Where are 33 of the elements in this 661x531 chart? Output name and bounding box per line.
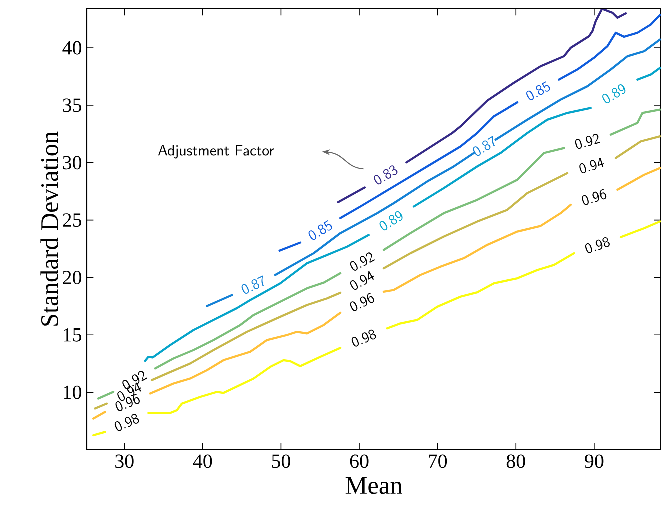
y-tick-label: 20 [63, 270, 82, 284]
text: 0.87 [473, 136, 496, 156]
text: 0.89 [380, 211, 403, 231]
text: 0.98 [114, 414, 140, 432]
x-tick-label: 30 [116, 454, 134, 468]
text: 0.98 [585, 237, 610, 254]
text: 0.92 [575, 134, 600, 150]
text: 0.96 [350, 293, 374, 312]
y-tick-label: 10 [64, 386, 82, 400]
y-tick-label: 15 [64, 328, 82, 342]
x-tick-label: 60 [350, 454, 369, 468]
text: 0.85 [526, 81, 550, 100]
y-tick-label: 30 [63, 156, 82, 170]
x-tick-label: 70 [429, 454, 448, 468]
x-tick-label: 80 [506, 454, 526, 468]
y-axis-title: Standard Deviation [40, 132, 58, 326]
y-tick-label: 35 [63, 98, 82, 112]
text: 0.83 [374, 166, 398, 185]
y-tick-label: 40 [62, 41, 82, 55]
y-tick-label: 25 [63, 214, 82, 228]
x-tick-label: 90 [585, 454, 604, 468]
text: 0.94 [580, 158, 604, 174]
text: 0.96 [582, 189, 607, 206]
x-axis-title: Mean [346, 477, 402, 494]
text: 0.98 [352, 330, 376, 347]
x-tick-label: 40 [193, 454, 212, 468]
annotation: Adjustment Factor [158, 144, 274, 159]
text: 0.89 [602, 84, 626, 104]
text: 0.92 [350, 252, 376, 271]
text: 0.94 [350, 271, 374, 290]
text: 0.85 [308, 220, 332, 240]
text: 0.87 [242, 276, 264, 294]
x-tick-label: 50 [272, 454, 290, 468]
